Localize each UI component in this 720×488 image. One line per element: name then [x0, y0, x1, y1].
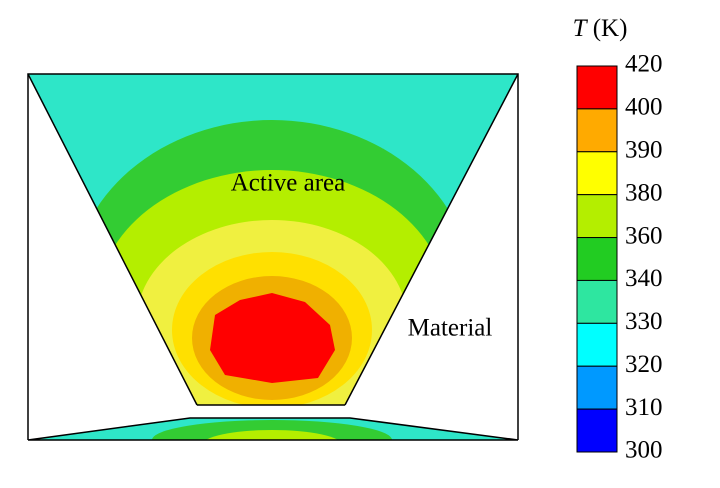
colorbar-swatch [576, 237, 618, 281]
active-area-label: Active area [231, 170, 346, 197]
symbol: T [573, 15, 589, 42]
colorbar-swatch [576, 151, 618, 196]
colorbar-level: 380 [625, 179, 663, 206]
colorbar-title: T (K) [573, 15, 628, 42]
unit: (K) [593, 15, 628, 42]
colorbar-level: 300 [625, 437, 663, 464]
plate-field [28, 418, 518, 440]
material-label: Material [408, 315, 493, 342]
colorbar-level: 390 [625, 137, 663, 164]
contour-field [28, 74, 518, 405]
colorbar-level: 310 [625, 394, 663, 421]
colorbar-level: 330 [625, 308, 663, 335]
colorbar-swatch [576, 65, 618, 110]
colorbar-level: 320 [625, 351, 663, 378]
colorbar-swatch [576, 322, 618, 367]
colorbar-level: 340 [625, 265, 663, 292]
colorbar-swatch [576, 279, 618, 324]
colorbar-level: 420 [625, 51, 663, 78]
colorbar-swatch [576, 365, 618, 410]
colorbar: 420 400 390 380 360 340 330 320 310 300 [576, 51, 663, 464]
colorbar-swatch [576, 408, 618, 453]
colorbar-level: 400 [625, 94, 663, 121]
colorbar-swatch [576, 194, 618, 239]
colorbar-level: 360 [625, 222, 663, 249]
colorbar-swatch [576, 108, 618, 153]
outline [27, 73, 519, 441]
